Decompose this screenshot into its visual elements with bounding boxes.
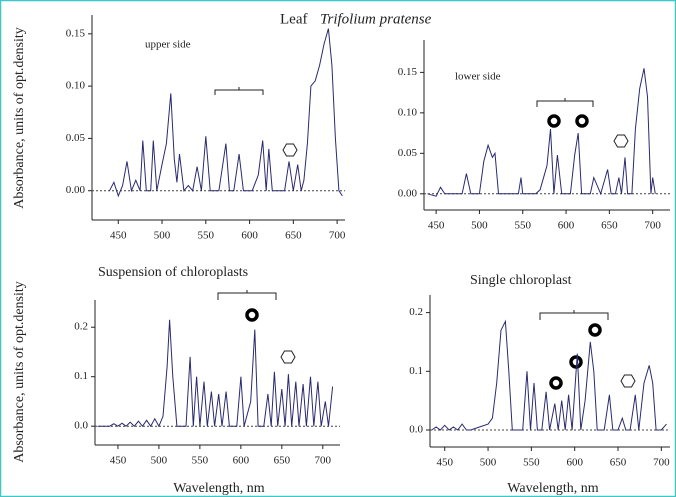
bracket [214,87,264,95]
y-tick-label: 0.1 [74,370,88,382]
hexagon [613,134,629,148]
bracket [539,310,609,320]
y-tick-label: 0.15 [398,66,418,78]
panel-title: Single chloroplast [470,273,572,288]
x-axis-label: Wavelength, nm [507,481,599,496]
panel-annotation: lower side [455,71,501,83]
spectrum-line [109,28,343,198]
y-tick-label: 0.00 [66,184,86,196]
y-tick-label: 0.00 [398,187,418,199]
y-tick-label: 0.0 [409,424,423,436]
y-axis-label: Absorbance, units of opt.density [12,27,27,209]
x-tick-label: 650 [285,230,302,242]
hexagon [282,143,298,157]
x-tick-label: 450 [110,230,127,242]
spectrum-line [431,319,667,431]
bracket [536,98,594,107]
x-axis-label: Wavelength, nm [173,481,265,496]
x-tick-label: 600 [241,230,258,242]
figure-species: Trifolium pratense [320,11,432,27]
x-tick-label: 450 [436,457,453,469]
figure-title: Leaf [280,11,307,27]
x-tick-label: 650 [601,220,618,232]
x-tick-label: 700 [315,455,332,467]
y-tick-label: 0.15 [66,27,86,39]
bracket [217,290,277,300]
x-tick-label: 700 [644,220,661,232]
spectrum-line [427,68,656,197]
x-tick-label: 650 [610,457,627,469]
peak-ring [575,114,589,128]
y-tick-label: 0.1 [409,365,423,377]
x-tick-label: 500 [480,457,497,469]
panel-annotation: upper side [145,39,191,51]
x-tick-label: 700 [653,457,670,469]
x-tick-label: 500 [154,230,171,242]
spectrum-line [97,319,334,428]
peak-ring [245,308,259,322]
y-tick-label: 0.05 [398,147,418,159]
x-tick-label: 650 [274,455,291,467]
y-tick-label: 0.0 [74,420,88,432]
hexagon [620,374,636,388]
hexagon [280,350,296,364]
x-tick-label: 550 [198,230,215,242]
x-tick-label: 500 [471,220,488,232]
y-tick-label: 0.10 [398,106,418,118]
peak-ring [588,323,602,337]
x-tick-label: 450 [110,455,127,467]
x-tick-label: 550 [192,455,209,467]
x-tick-label: 550 [514,220,531,232]
y-tick-label: 0.05 [66,132,86,144]
y-tick-label: 0.10 [66,80,86,92]
x-tick-label: 600 [566,457,583,469]
y-tick-label: 0.2 [409,306,423,318]
y-tick-label: 0.2 [74,321,88,333]
panel-title: Suspension of chloroplasts [98,265,248,280]
y-axis-label: Absorbance, units of opt.density [12,281,27,463]
x-tick-label: 600 [558,220,575,232]
x-tick-label: 600 [233,455,250,467]
x-tick-label: 550 [523,457,540,469]
x-tick-label: 700 [329,230,346,242]
peak-ring [549,376,563,390]
x-tick-label: 500 [151,455,168,467]
x-tick-label: 450 [428,220,445,232]
peak-ring [547,114,561,128]
